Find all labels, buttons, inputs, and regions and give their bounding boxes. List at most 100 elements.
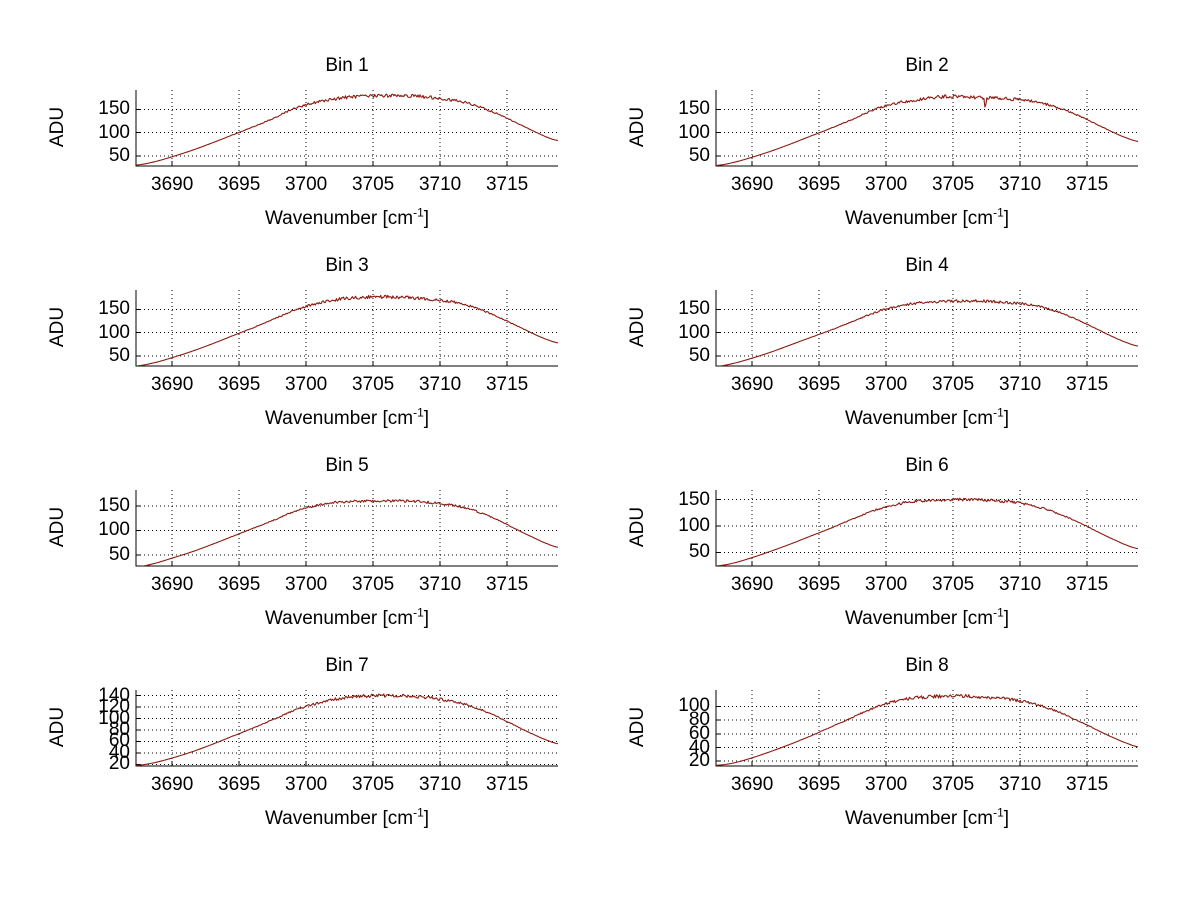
x-axis-label-prefix: Wavenumber [cm bbox=[264, 608, 414, 629]
x-tick-label: 3715 bbox=[485, 374, 529, 395]
x-axis-label-suffix: ] bbox=[423, 608, 430, 629]
x-axis-label-prefix: Wavenumber [cm bbox=[264, 808, 414, 829]
x-tick-label: 3715 bbox=[485, 574, 529, 595]
y-tick-label: 60 bbox=[108, 730, 130, 752]
x-tick-label: 3695 bbox=[798, 174, 841, 195]
x-axis-label-exponent: -1 bbox=[413, 205, 424, 220]
x-axis-label-suffix: ] bbox=[1003, 808, 1010, 829]
x-tick-label: 3690 bbox=[151, 774, 194, 795]
x-tick-label: 3695 bbox=[218, 774, 261, 795]
x-axis-label-4: Wavenumber [cm-1] bbox=[716, 405, 1138, 430]
x-tick-label: 3710 bbox=[998, 174, 1042, 195]
x-tick-label: 3715 bbox=[1065, 774, 1109, 795]
y-tick-label: 80 bbox=[688, 709, 710, 731]
x-tick-label: 3715 bbox=[485, 774, 529, 795]
axis-spines bbox=[715, 690, 1138, 767]
x-axis-label-8: Wavenumber [cm-1] bbox=[716, 805, 1138, 830]
x-axis-label-exponent: -1 bbox=[993, 605, 1004, 620]
x-axis-label-prefix: Wavenumber [cm bbox=[844, 408, 994, 429]
x-tick-label: 3695 bbox=[798, 374, 841, 395]
panel-title-2: Bin 2 bbox=[905, 55, 949, 76]
panel-title-7: Bin 7 bbox=[325, 655, 369, 676]
x-tick-label: 3710 bbox=[998, 574, 1042, 595]
y-tick-label: 60 bbox=[688, 722, 710, 744]
x-axis-label-prefix: Wavenumber [cm bbox=[264, 408, 414, 429]
x-axis-label-prefix: Wavenumber [cm bbox=[844, 608, 994, 629]
panel-title-3: Bin 3 bbox=[325, 255, 369, 276]
y-tick-label: 20 bbox=[688, 750, 710, 772]
y-tick-label: 150 bbox=[678, 488, 710, 510]
x-tick-label: 3710 bbox=[418, 374, 462, 395]
x-tick-label: 3705 bbox=[931, 374, 975, 395]
y-tick-label: 40 bbox=[688, 736, 710, 758]
x-axis-label-1: Wavenumber [cm-1] bbox=[136, 205, 558, 230]
x-tick-label: 3705 bbox=[351, 174, 395, 195]
x-tick-label: 3700 bbox=[864, 774, 908, 795]
x-tick-label: 3705 bbox=[931, 574, 975, 595]
x-tick-label: 3700 bbox=[864, 174, 908, 195]
x-axis-label-7: Wavenumber [cm-1] bbox=[136, 805, 558, 830]
x-tick-label: 3710 bbox=[998, 774, 1042, 795]
x-axis-label-prefix: Wavenumber [cm bbox=[844, 208, 994, 229]
y-tick-label: 80 bbox=[108, 719, 130, 740]
y-tick-label: 150 bbox=[98, 494, 130, 516]
x-tick-label: 3700 bbox=[284, 574, 328, 595]
y-tick-label: 100 bbox=[678, 321, 710, 343]
x-tick-label: 3695 bbox=[218, 574, 261, 595]
x-tick-label: 3705 bbox=[351, 574, 395, 595]
x-tick-label: 3710 bbox=[418, 774, 462, 795]
y-tick-label: 150 bbox=[678, 298, 710, 320]
y-tick-label: 150 bbox=[98, 98, 130, 120]
x-axis-label-prefix: Wavenumber [cm bbox=[844, 808, 994, 829]
x-axis-label-exponent: -1 bbox=[993, 405, 1004, 420]
y-tick-label: 120 bbox=[98, 696, 130, 718]
x-axis-label-suffix: ] bbox=[1003, 208, 1010, 229]
y-tick-label: 50 bbox=[108, 544, 130, 566]
x-tick-label: 3715 bbox=[1065, 174, 1109, 195]
x-tick-label: 3690 bbox=[731, 574, 774, 595]
x-axis-label-exponent: -1 bbox=[413, 605, 424, 620]
y-tick-label: 100 bbox=[678, 121, 710, 143]
x-tick-label: 3700 bbox=[284, 174, 328, 195]
x-tick-label: 3690 bbox=[151, 174, 194, 195]
y-tick-label: 150 bbox=[98, 298, 130, 320]
x-tick-label: 3690 bbox=[151, 374, 194, 395]
x-axis-label-3: Wavenumber [cm-1] bbox=[136, 405, 558, 430]
y-tick-label: 100 bbox=[678, 514, 710, 536]
x-tick-label: 3715 bbox=[1065, 374, 1109, 395]
x-tick-label: 3690 bbox=[731, 174, 774, 195]
y-tick-label: 100 bbox=[98, 121, 130, 143]
x-axis-label-suffix: ] bbox=[423, 408, 430, 429]
y-tick-label: 150 bbox=[678, 98, 710, 120]
panel-title-6: Bin 6 bbox=[905, 455, 949, 476]
x-tick-label: 3710 bbox=[418, 574, 462, 595]
x-tick-label: 3705 bbox=[931, 774, 975, 795]
y-tick-label: 50 bbox=[688, 344, 710, 366]
x-tick-label: 3700 bbox=[284, 774, 328, 795]
x-axis-label-5: Wavenumber [cm-1] bbox=[136, 605, 558, 630]
x-axis-label-exponent: -1 bbox=[413, 405, 424, 420]
x-axis-label-suffix: ] bbox=[1003, 408, 1010, 429]
x-axis-label-exponent: -1 bbox=[993, 205, 1004, 220]
x-tick-label: 3695 bbox=[798, 774, 841, 795]
x-tick-label: 3695 bbox=[218, 374, 261, 395]
x-tick-label: 3705 bbox=[931, 174, 975, 195]
x-axis-label-exponent: -1 bbox=[413, 805, 424, 820]
x-axis-label-6: Wavenumber [cm-1] bbox=[716, 605, 1138, 630]
x-tick-label: 3700 bbox=[284, 374, 328, 395]
panel-title-5: Bin 5 bbox=[325, 455, 369, 476]
y-tick-label: 50 bbox=[688, 144, 710, 166]
x-tick-label: 3715 bbox=[485, 174, 529, 195]
x-axis-label-2: Wavenumber [cm-1] bbox=[716, 205, 1138, 230]
x-axis-label-exponent: -1 bbox=[993, 805, 1004, 820]
y-tick-label: 40 bbox=[108, 741, 130, 763]
y-tick-label: 100 bbox=[98, 321, 130, 343]
x-tick-label: 3700 bbox=[864, 574, 908, 595]
data-trace bbox=[716, 693, 1138, 766]
x-axis-label-suffix: ] bbox=[423, 208, 430, 229]
y-tick-label: 100 bbox=[98, 519, 130, 541]
panel-title-8: Bin 8 bbox=[905, 655, 949, 676]
